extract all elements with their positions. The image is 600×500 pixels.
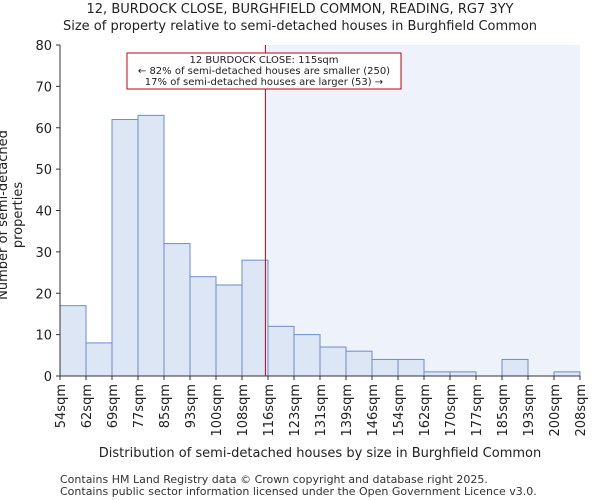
y-tick-label: 50 (35, 163, 52, 178)
y-tick-label: 60 (35, 122, 52, 137)
x-tick-label: 185sqm (496, 384, 511, 437)
x-tick-label: 69sqm (106, 384, 121, 428)
x-tick-label: 146sqm (366, 384, 381, 437)
x-tick-label: 154sqm (392, 384, 407, 437)
bar-123sqm (293, 334, 321, 377)
footer-copyright: Contains HM Land Registry data © Crown c… (60, 473, 488, 486)
bar-162sqm (423, 371, 451, 377)
x-tick-label: 131sqm (314, 384, 329, 437)
y-axis-label: Number of semi-detached properties (0, 130, 26, 300)
x-tick-label: 108sqm (236, 384, 251, 437)
bar-108sqm (241, 259, 269, 377)
x-tick-label: 123sqm (288, 384, 303, 437)
bar-69sqm (111, 118, 139, 377)
y-tick-label: 30 (35, 246, 52, 261)
x-tick-label: 93sqm (184, 384, 199, 428)
bar-116sqm (267, 325, 295, 377)
x-tick-label: 208sqm (574, 384, 589, 437)
y-tick-label: 70 (35, 80, 52, 95)
y-tick-label: 40 (35, 205, 52, 220)
x-tick-label: 170sqm (444, 384, 459, 437)
y-tick-label: 10 (35, 329, 52, 344)
bar-146sqm (371, 358, 399, 377)
annotation-box: 12 BURDOCK CLOSE: 115sqm ← 82% of semi-d… (126, 52, 402, 90)
y-axis-ticks: 0 10 20 30 40 50 60 70 80 (35, 39, 60, 385)
x-tick-label: 54sqm (54, 384, 69, 428)
bar-170sqm (449, 371, 477, 377)
chart-title: 12, BURDOCK CLOSE, BURGHFIELD COMMON, RE… (86, 2, 514, 17)
y-tick-label: 20 (35, 287, 52, 302)
bar-62sqm (85, 342, 113, 377)
annotation-line-3: 17% of semi-detached houses are larger (… (145, 77, 383, 88)
x-tick-label: 200sqm (548, 384, 563, 437)
x-tick-label: 177sqm (470, 384, 485, 437)
x-tick-label: 85sqm (158, 384, 173, 428)
annotation-line-2: ← 82% of semi-detached houses are smalle… (138, 66, 390, 77)
footer-licence: Contains public sector information licen… (60, 485, 537, 498)
bar-93sqm (189, 276, 217, 377)
bar-200sqm (553, 371, 581, 377)
bar-54sqm (59, 305, 87, 377)
larger-properties-region (265, 45, 580, 376)
y-tick-label: 80 (35, 39, 52, 54)
y-tick-label: 0 (44, 370, 52, 385)
bar-100sqm (215, 284, 243, 377)
x-axis-label: Distribution of semi-detached houses by … (98, 446, 542, 461)
x-axis-ticks: 54sqm 62sqm 69sqm 77sqm 85sqm 93sqm 100sqm 108s… (54, 376, 589, 437)
x-tick-label: 162sqm (418, 384, 433, 437)
x-tick-label: 77sqm (132, 384, 147, 428)
bar-185sqm (501, 358, 529, 377)
bar-131sqm (319, 346, 347, 377)
chart-subtitle: Size of property relative to semi-detach… (62, 19, 538, 34)
x-tick-label: 193sqm (522, 384, 537, 437)
bar-154sqm (397, 358, 425, 377)
bars-group (59, 114, 581, 377)
annotation-line-1: 12 BURDOCK CLOSE: 115sqm (190, 55, 339, 66)
bar-77sqm (137, 114, 165, 377)
x-tick-label: 100sqm (210, 384, 225, 437)
bar-139sqm (345, 350, 373, 377)
bar-85sqm (163, 243, 191, 377)
x-tick-label: 62sqm (80, 384, 95, 428)
x-tick-label: 116sqm (262, 384, 277, 437)
annotation-frame (126, 52, 402, 90)
x-tick-label: 139sqm (340, 384, 355, 437)
